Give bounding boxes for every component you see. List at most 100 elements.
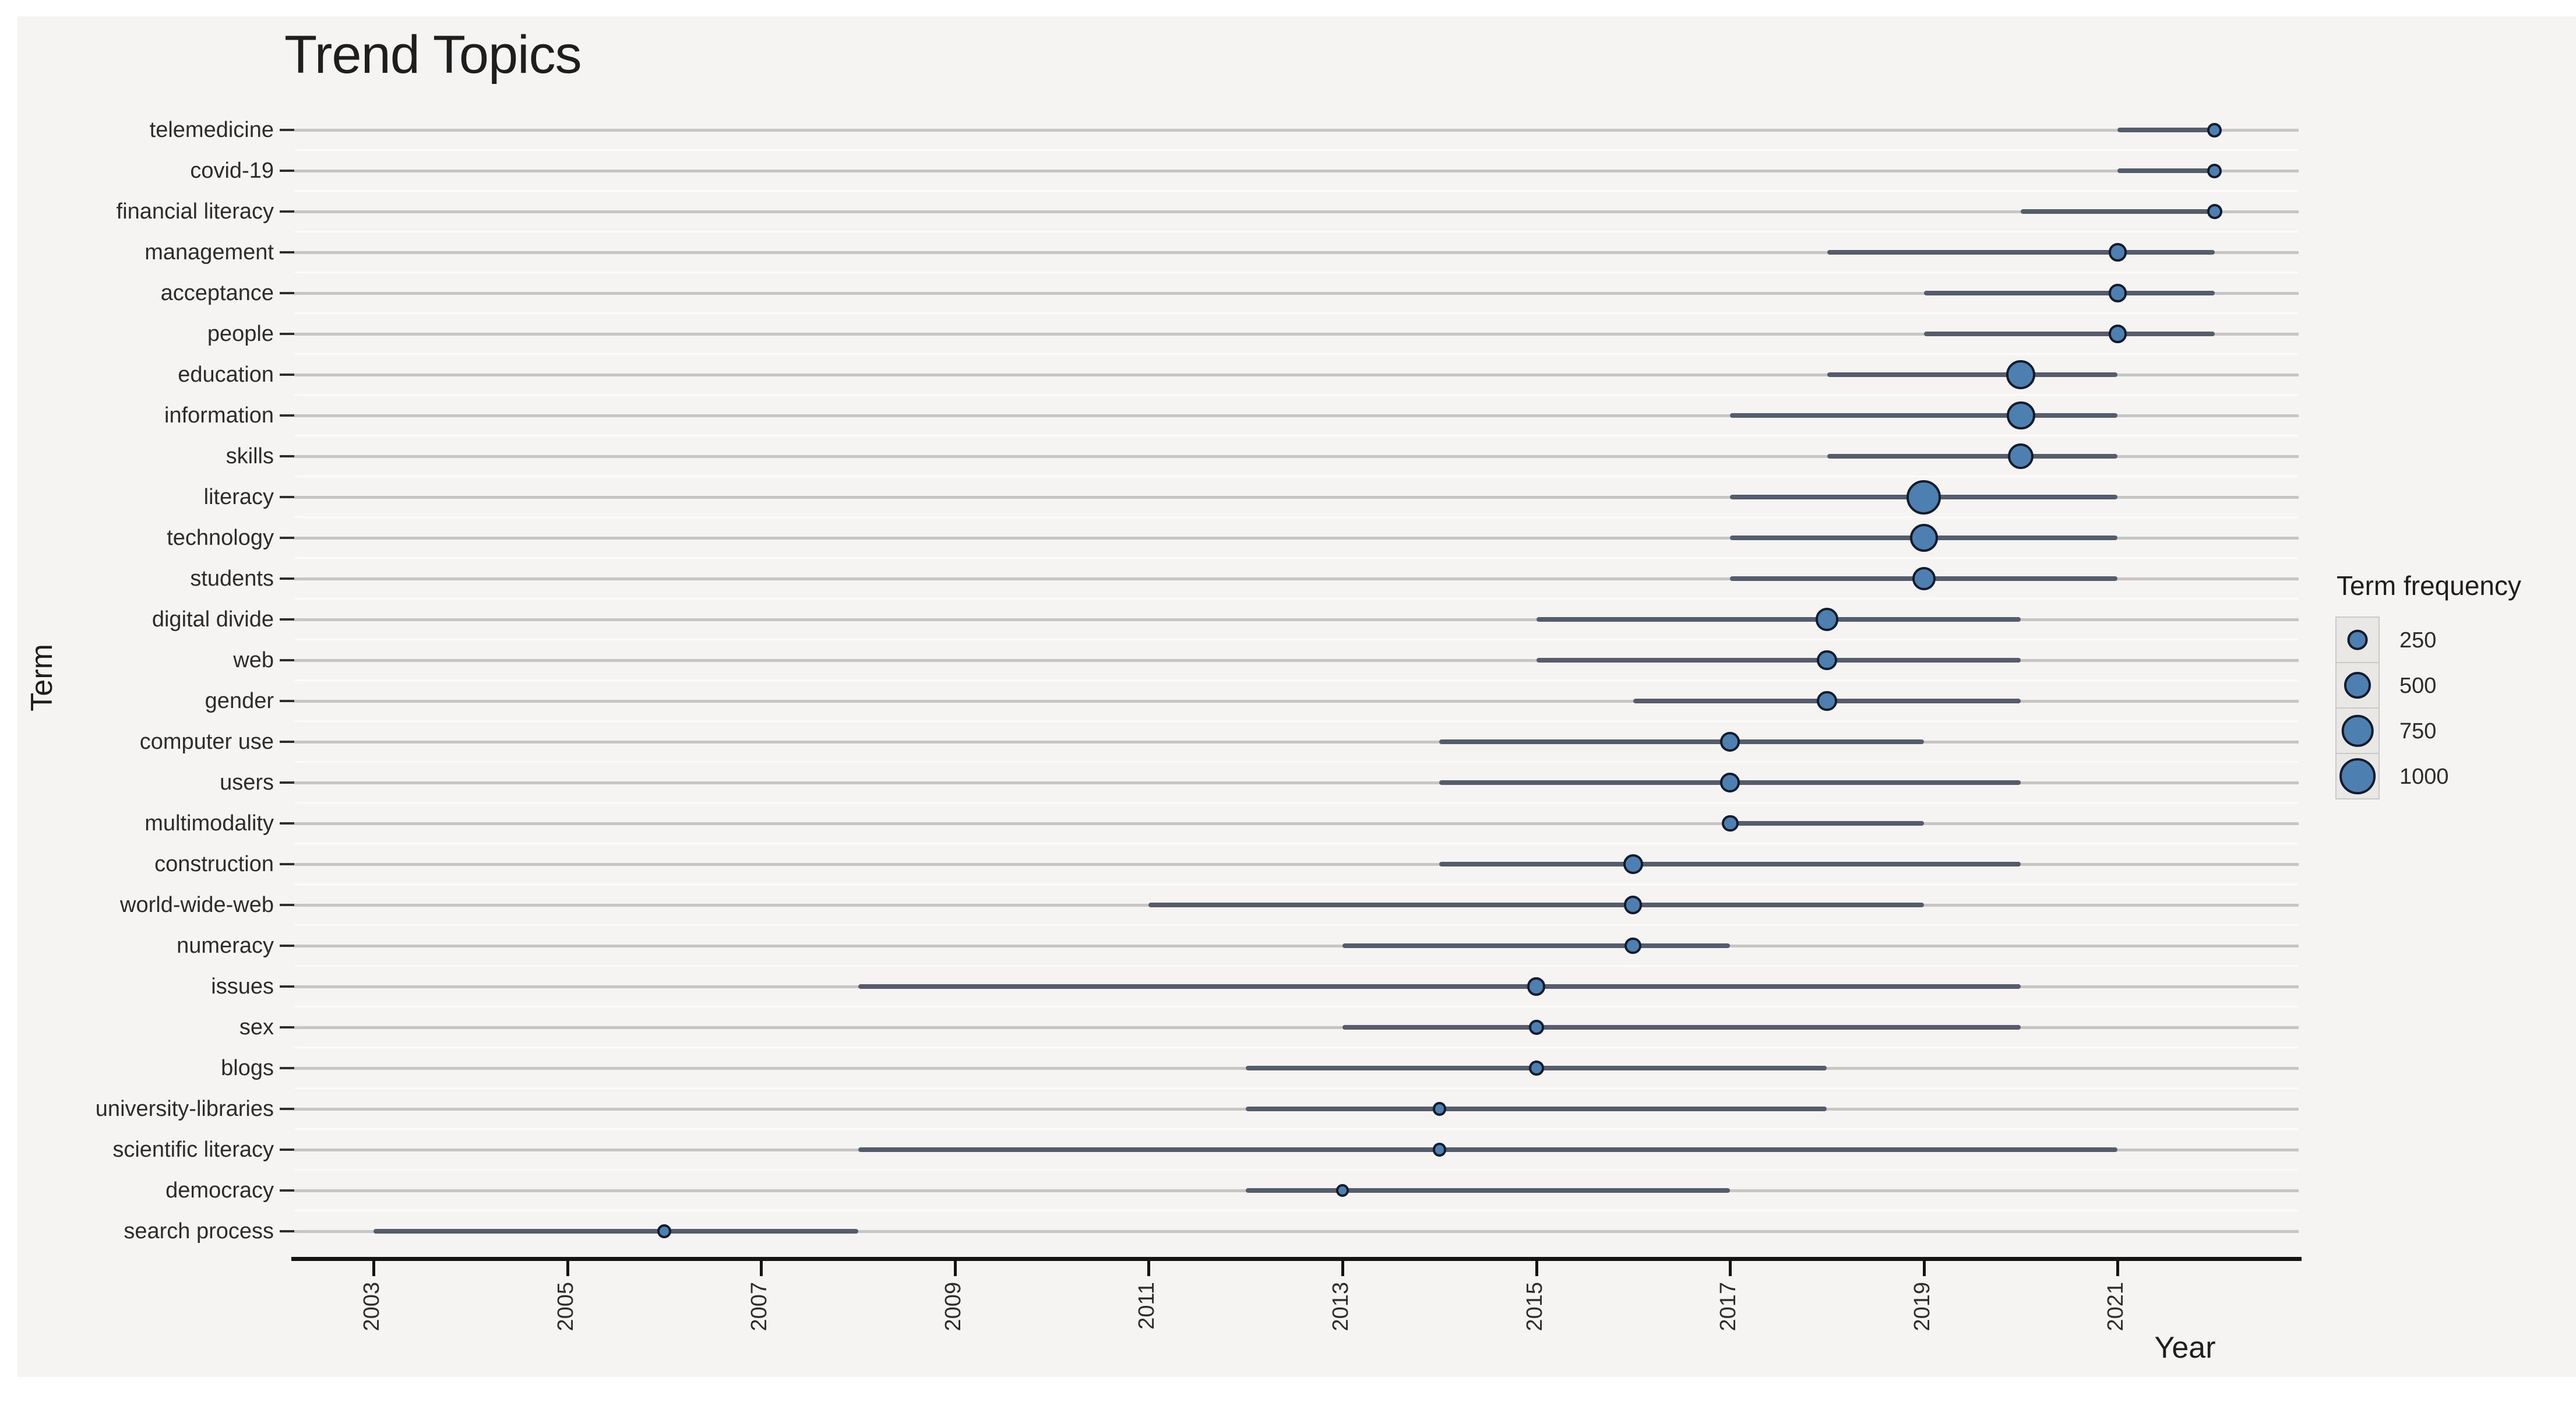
term-frequency-dot [1909, 524, 1938, 552]
minor-gridline [294, 516, 2299, 518]
y-tick-mark [280, 781, 294, 784]
term-frequency-dot [1432, 1143, 1446, 1157]
legend-key-cell [2335, 707, 2380, 754]
minor-gridline [294, 353, 2299, 355]
minor-gridline [294, 272, 2299, 273]
chart-title: Trend Topics [284, 25, 582, 84]
x-tick-label: 2003 [360, 1282, 384, 1331]
x-tick-mark [760, 1261, 763, 1276]
term-label: web [233, 648, 274, 672]
term-frequency-dot [1528, 1020, 1544, 1035]
term-row-gridline [294, 822, 2299, 825]
minor-gridline [294, 1006, 2299, 1008]
term-row-gridline [294, 292, 2299, 295]
legend-key-cell [2335, 662, 2380, 709]
legend-size-circle [2339, 758, 2376, 794]
y-tick-mark [280, 210, 294, 213]
term-label: scientific literacy [112, 1137, 274, 1162]
y-tick-mark [280, 577, 294, 580]
term-row-gridline [294, 455, 2299, 458]
y-axis-title: Term [25, 644, 59, 711]
term-range-segment [1827, 372, 2118, 377]
term-range-segment [1245, 1107, 1827, 1111]
minor-gridline [294, 190, 2299, 192]
term-label: construction [154, 852, 274, 876]
term-row-gridline [294, 577, 2299, 580]
term-label: skills [225, 444, 274, 468]
minor-gridline [294, 720, 2299, 722]
x-tick-mark [566, 1261, 569, 1276]
term-frequency-dot [1815, 608, 1839, 631]
minor-gridline [294, 1210, 2299, 1211]
term-label: issues [211, 974, 274, 999]
minor-gridline [294, 312, 2299, 314]
legend-title: Term frequency [2337, 570, 2522, 601]
term-label: literacy [203, 485, 274, 509]
y-tick-mark [280, 251, 294, 253]
minor-gridline [294, 394, 2299, 396]
y-tick-mark [280, 537, 294, 539]
x-tick-mark [1535, 1261, 1538, 1276]
legend-entry: 250 [2335, 617, 2521, 663]
term-label: world-wide-web [120, 893, 274, 917]
term-row-gridline [294, 945, 2299, 947]
term-frequency-dot [1907, 480, 1941, 515]
minor-gridline [294, 557, 2299, 559]
x-axis-line [291, 1257, 2302, 1261]
term-range-segment [1439, 739, 1924, 744]
term-range-segment [1439, 862, 2021, 866]
y-tick-mark [280, 863, 294, 865]
term-label: blogs [221, 1056, 274, 1080]
term-frequency-dot [2108, 243, 2127, 262]
y-tick-mark [280, 985, 294, 988]
legend-key-cell [2335, 753, 2380, 799]
term-frequency-dot [2006, 360, 2036, 389]
y-tick-mark [280, 170, 294, 172]
legend-size-keys: 250 500 750 1000 [2335, 617, 2521, 799]
term-row-gridline [294, 374, 2299, 376]
term-label: financial literacy [116, 199, 274, 224]
term-row-gridline [294, 333, 2299, 336]
term-frequency-dot [2006, 401, 2035, 430]
term-range-segment [1536, 658, 2021, 663]
x-tick-mark [1341, 1261, 1344, 1276]
term-label: gender [205, 689, 274, 713]
term-frequency-dot [1432, 1102, 1446, 1116]
term-label: computer use [139, 730, 274, 754]
term-range-segment [373, 1229, 858, 1234]
minor-gridline [294, 1128, 2299, 1130]
x-tick-label: 2021 [2103, 1282, 2129, 1331]
term-range-segment [1923, 291, 2215, 295]
x-tick-mark [1922, 1261, 1926, 1276]
minor-gridline [294, 1047, 2299, 1048]
term-frequency-dot [2108, 325, 2127, 343]
term-label: covid-19 [190, 158, 274, 183]
term-range-segment [1730, 821, 1924, 826]
term-range-segment [1536, 617, 2021, 622]
y-tick-mark [280, 945, 294, 947]
term-frequency-dot [1624, 937, 1642, 954]
term-frequency-dot [1720, 732, 1740, 752]
x-axis-title: Year [2154, 1331, 2216, 1365]
term-frequency-dot [1528, 1061, 1544, 1076]
term-range-segment [1148, 903, 1924, 907]
term-row-gridline [294, 170, 2299, 172]
term-frequency-dot [1527, 977, 1546, 996]
legend-size-circle [2347, 629, 2368, 650]
term-range-segment [1827, 454, 2118, 459]
legend-key-cell [2335, 617, 2380, 663]
minor-gridline [294, 231, 2299, 233]
minor-gridline [294, 802, 2299, 804]
term-label: people [207, 322, 274, 346]
term-label: information [164, 403, 274, 428]
term-frequency-dot [1624, 896, 1643, 914]
y-tick-mark [280, 496, 294, 498]
term-label: democracy [165, 1178, 274, 1203]
term-row-gridline [294, 414, 2299, 417]
term-row-gridline [294, 1230, 2299, 1233]
term-frequency-dot [1623, 854, 1643, 874]
x-tick-label: 2011 [1134, 1282, 1160, 1330]
plot-panel [294, 111, 2299, 1259]
term-label: education [178, 362, 274, 387]
